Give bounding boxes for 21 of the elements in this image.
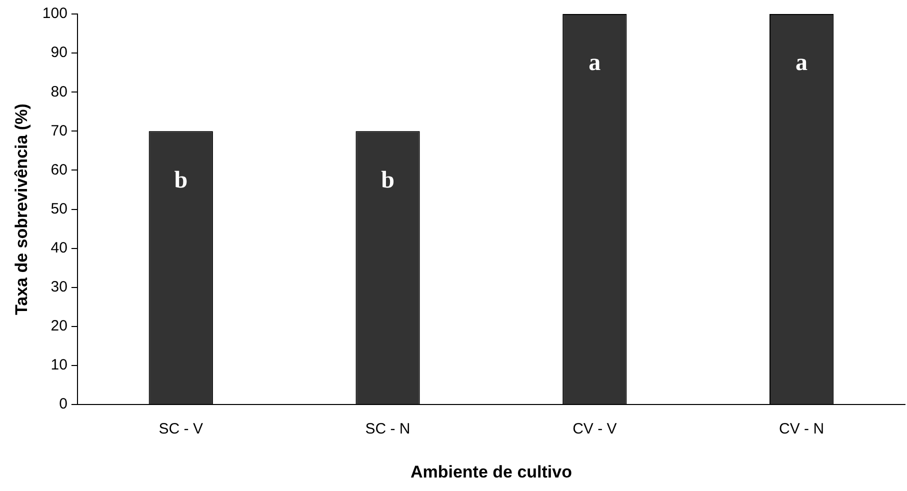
x-axis-title: Ambiente de cultivo <box>410 462 572 482</box>
y-tick-label: 80 <box>50 83 68 100</box>
y-tick-label: 0 <box>59 396 68 413</box>
y-tick-label: 10 <box>50 356 68 374</box>
annotation: a <box>588 50 601 76</box>
y-tick-label: 60 <box>50 161 68 178</box>
x-tick-label: CV - N <box>779 420 824 438</box>
y-tick-label: 90 <box>50 44 68 62</box>
y-axis-title: Taxa de sobrevivência (%) <box>12 104 31 315</box>
y-tick-label: 100 <box>42 5 68 22</box>
y-tick-label: 30 <box>50 278 68 296</box>
annotation: b <box>381 167 394 194</box>
x-tick-label: CV - V <box>572 420 617 438</box>
annotation: a <box>796 50 808 76</box>
y-tick-label: 20 <box>50 318 68 335</box>
x-tick-label: SC - V <box>158 420 203 438</box>
y-tick-label: 50 <box>50 200 68 218</box>
annotation: b <box>174 167 188 194</box>
y-tick-label: 40 <box>50 240 68 256</box>
y-tick-label: 70 <box>50 122 68 140</box>
x-tick-label: SC - N <box>365 420 410 438</box>
